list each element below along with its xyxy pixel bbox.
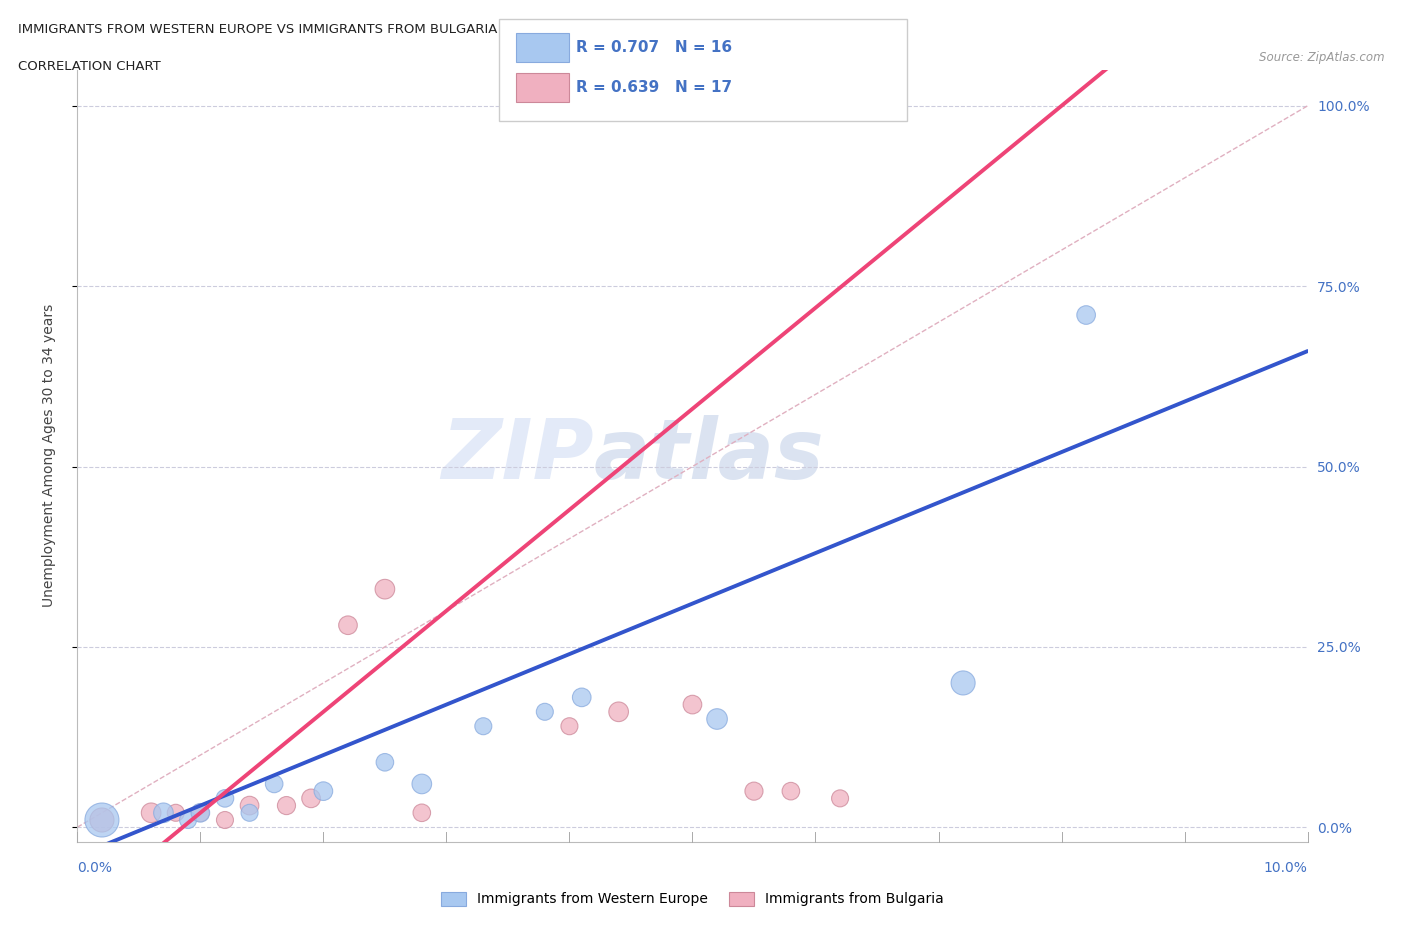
Point <box>90 813 114 828</box>
Point <box>607 704 630 719</box>
Point <box>706 711 728 726</box>
Point <box>188 805 212 820</box>
Point <box>239 805 262 820</box>
Point <box>682 698 704 712</box>
Point <box>276 798 298 813</box>
Point <box>214 813 236 828</box>
Point <box>188 805 212 820</box>
Point <box>90 813 114 828</box>
Point <box>830 790 852 805</box>
Point <box>411 777 433 791</box>
Text: R = 0.639   N = 17: R = 0.639 N = 17 <box>576 80 733 95</box>
Point <box>141 805 163 820</box>
Point <box>571 690 593 705</box>
Point <box>177 813 200 828</box>
Point <box>780 784 803 799</box>
Point <box>952 675 974 690</box>
Point <box>1076 308 1098 323</box>
Text: Source: ZipAtlas.com: Source: ZipAtlas.com <box>1260 51 1385 64</box>
Text: 0.0%: 0.0% <box>77 861 112 875</box>
Point <box>558 719 581 734</box>
Point <box>152 805 174 820</box>
Point <box>472 719 495 734</box>
Point <box>214 790 236 805</box>
Text: atlas: atlas <box>595 415 825 497</box>
Point <box>374 582 396 597</box>
Text: 10.0%: 10.0% <box>1264 861 1308 875</box>
Point <box>312 784 335 799</box>
Point <box>534 704 557 719</box>
Point <box>165 805 187 820</box>
Y-axis label: Unemployment Among Ages 30 to 34 years: Unemployment Among Ages 30 to 34 years <box>42 304 56 607</box>
Point <box>411 805 433 820</box>
Text: CORRELATION CHART: CORRELATION CHART <box>18 60 162 73</box>
Point <box>374 755 396 770</box>
Legend: Immigrants from Western Europe, Immigrants from Bulgaria: Immigrants from Western Europe, Immigran… <box>436 886 949 912</box>
Point <box>263 777 285 791</box>
Text: ZIP: ZIP <box>441 415 595 497</box>
Point <box>239 798 262 813</box>
Text: IMMIGRANTS FROM WESTERN EUROPE VS IMMIGRANTS FROM BULGARIA UNEMPLOYMENT AMONG AG: IMMIGRANTS FROM WESTERN EUROPE VS IMMIGR… <box>18 23 818 36</box>
Point <box>742 784 765 799</box>
Point <box>337 618 360 632</box>
Point <box>299 790 322 805</box>
Text: R = 0.707   N = 16: R = 0.707 N = 16 <box>576 40 733 55</box>
